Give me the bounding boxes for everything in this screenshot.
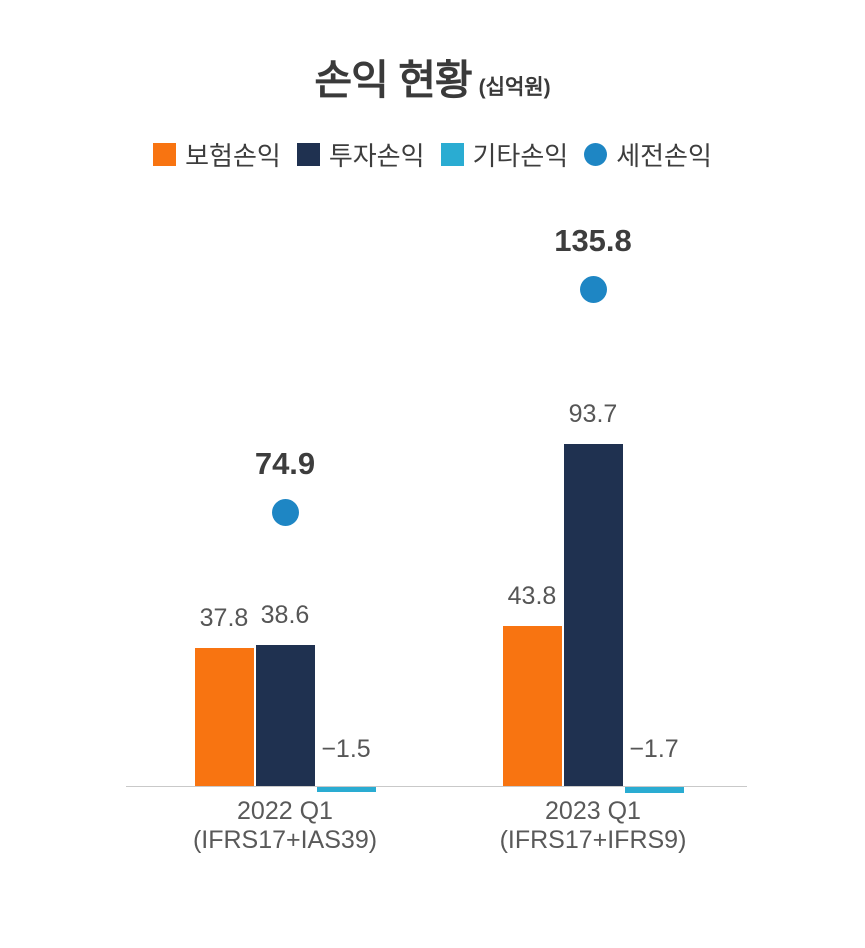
legend-item-insurance-profit: 보험손익 [153,136,281,173]
bar-other-profit-group1 [316,787,376,793]
legend-square-icon-insurance-profit [153,143,177,166]
value-label-other-profit-group1: −1.5 [321,735,371,763]
bar-insurance-profit-group1 [194,647,254,786]
legend-item-other-profit: 기타손익 [440,136,569,173]
legend-item-investment-profit: 투자손익 [296,136,425,173]
dot-pretax-profit-group2 [579,276,607,304]
bar-insurance-profit-group2 [502,625,562,786]
legend-label-insurance-profit: 보험손익 [185,141,281,171]
legend-label-pretax-profit: 세전손익 [616,141,712,171]
legend-square-icon-other-profit [440,143,464,166]
bar-other-profit-group2 [624,787,684,794]
chart-title-unit: (십억원) [478,76,551,99]
chart-title: 손익 현황 (십억원) [0,46,865,106]
value-label-insurance-profit-group2: 43.8 [507,581,557,610]
legend-circle-icon-pretax-profit [584,143,608,166]
value-label-investment-profit-group2: 93.7 [568,399,618,428]
legend: 보험손익 투자손익 기타손익 세전손익 [0,136,865,173]
category-label-line1-group1: 2022 Q1 [237,797,333,825]
bar-investment-profit-group2 [563,443,623,786]
bar-investment-profit-group1 [255,644,315,786]
category-label-line2-group1: (IFRS17+IAS39) [192,826,378,854]
category-label-line2-group2: (IFRS17+IFRS9) [499,826,687,854]
value-label-other-profit-group2: −1.7 [629,735,679,763]
chart-title-text: 손익 현황 [314,57,472,103]
legend-item-pretax-profit: 세전손익 [584,136,712,173]
value-label-insurance-profit-group1: 37.8 [199,603,249,632]
legend-label-other-profit: 기타손익 [472,141,569,171]
dot-pretax-profit-group1 [271,498,299,526]
value-label-pretax-profit-group2: 135.8 [554,223,632,259]
legend-label-investment-profit: 투자손익 [328,141,425,171]
x-axis-line [126,786,747,787]
value-label-investment-profit-group1: 38.6 [260,600,310,629]
category-label-line1-group2: 2023 Q1 [545,797,641,825]
legend-square-icon-investment-profit [296,143,320,166]
value-label-pretax-profit-group1: 74.9 [254,445,316,481]
